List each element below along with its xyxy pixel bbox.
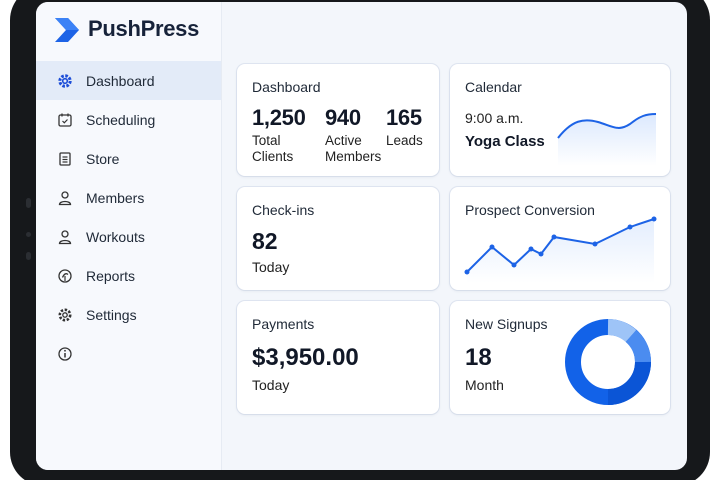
sidebar-item-members[interactable]: Members xyxy=(36,178,221,217)
stat-label: Total xyxy=(252,133,281,148)
stat-value: 940 xyxy=(325,105,361,130)
checkins-card[interactable]: Check-ins 82 Today xyxy=(237,187,439,290)
brand-name: PushPress xyxy=(88,16,200,41)
prospect-line-chart xyxy=(464,216,657,283)
settings-icon xyxy=(56,306,74,324)
info-icon xyxy=(56,345,74,363)
event-name: Yoga Class xyxy=(465,133,545,150)
sidebar-nav: Dashboard Scheduling Store Members xyxy=(36,61,221,373)
store-icon xyxy=(56,150,74,168)
sidebar-item-label: Dashboard xyxy=(86,72,155,89)
user-icon xyxy=(56,228,74,246)
dashboard-main: Dashboard 1,250 Total Clients 940 Active… xyxy=(222,2,687,470)
sidebar-item-info[interactable] xyxy=(36,334,221,373)
signups-donut-chart xyxy=(565,319,651,405)
sidebar-item-store[interactable]: Store xyxy=(36,139,221,178)
sidebar-item-reports[interactable]: Reports xyxy=(36,256,221,295)
user-icon xyxy=(56,189,74,207)
stat-leads: 165 Leads xyxy=(386,105,423,149)
card-title: Payments xyxy=(252,316,315,332)
pushpress-logo-icon xyxy=(55,18,79,42)
calendar-icon xyxy=(56,111,74,129)
prospect-conversion-card[interactable]: Prospect Conversion xyxy=(450,187,670,290)
sidebar-item-settings[interactable]: Settings xyxy=(36,295,221,334)
stat-active-members: 940 Active Members xyxy=(325,105,381,165)
card-title: New Signups xyxy=(465,316,548,332)
dashboard-stats-card[interactable]: Dashboard 1,250 Total Clients 940 Active… xyxy=(237,64,439,176)
card-title: Prospect Conversion xyxy=(465,202,595,218)
calendar-card[interactable]: Calendar 9:00 a.m. Yoga Class xyxy=(450,64,670,176)
stat-label: Leads xyxy=(386,133,423,148)
card-title: Calendar xyxy=(465,79,522,95)
sidebar-item-label: Store xyxy=(86,150,120,167)
signups-period: Month xyxy=(465,377,504,393)
stat-label: Active xyxy=(325,133,362,148)
sidebar-item-label: Workouts xyxy=(86,228,145,245)
signups-value: 18 xyxy=(465,344,492,371)
sidebar-item-label: Reports xyxy=(86,267,136,284)
sidebar-item-scheduling[interactable]: Scheduling xyxy=(36,100,221,139)
new-signups-card[interactable]: New Signups 18 Month xyxy=(450,301,670,414)
card-title: Check-ins xyxy=(252,202,315,218)
sidebar-item-dashboard[interactable]: Dashboard xyxy=(36,61,221,100)
side-button xyxy=(26,252,31,260)
stat-label: Members xyxy=(325,149,382,164)
sidebar-item-label: Scheduling xyxy=(86,111,156,128)
checkins-period: Today xyxy=(252,259,290,275)
payments-period: Today xyxy=(252,377,290,393)
card-title: Dashboard xyxy=(252,79,321,95)
gear-icon xyxy=(56,72,74,90)
payments-value: $3,950.00 xyxy=(252,344,359,371)
side-button xyxy=(26,198,31,208)
event-time: 9:00 a.m. xyxy=(465,110,524,126)
stat-value: 165 xyxy=(386,105,422,130)
side-button xyxy=(26,232,31,237)
stat-value: 1,250 xyxy=(252,105,306,130)
sidebar-item-label: Settings xyxy=(86,306,137,323)
stat-label: Clients xyxy=(252,149,294,164)
sidebar: PushPress Dashboard Scheduling Store xyxy=(36,2,222,470)
app-screen: PushPress Dashboard Scheduling Store xyxy=(36,2,687,470)
sidebar-item-label: Members xyxy=(86,189,145,206)
stat-total-clients: 1,250 Total Clients xyxy=(252,105,306,165)
sidebar-item-workouts[interactable]: Workouts xyxy=(36,217,221,256)
calendar-sparkline xyxy=(557,113,657,166)
payments-card[interactable]: Payments $3,950.00 Today xyxy=(237,301,439,414)
brand-logo[interactable]: PushPress xyxy=(53,15,199,43)
checkins-value: 82 xyxy=(252,228,278,254)
reports-icon xyxy=(56,267,74,285)
